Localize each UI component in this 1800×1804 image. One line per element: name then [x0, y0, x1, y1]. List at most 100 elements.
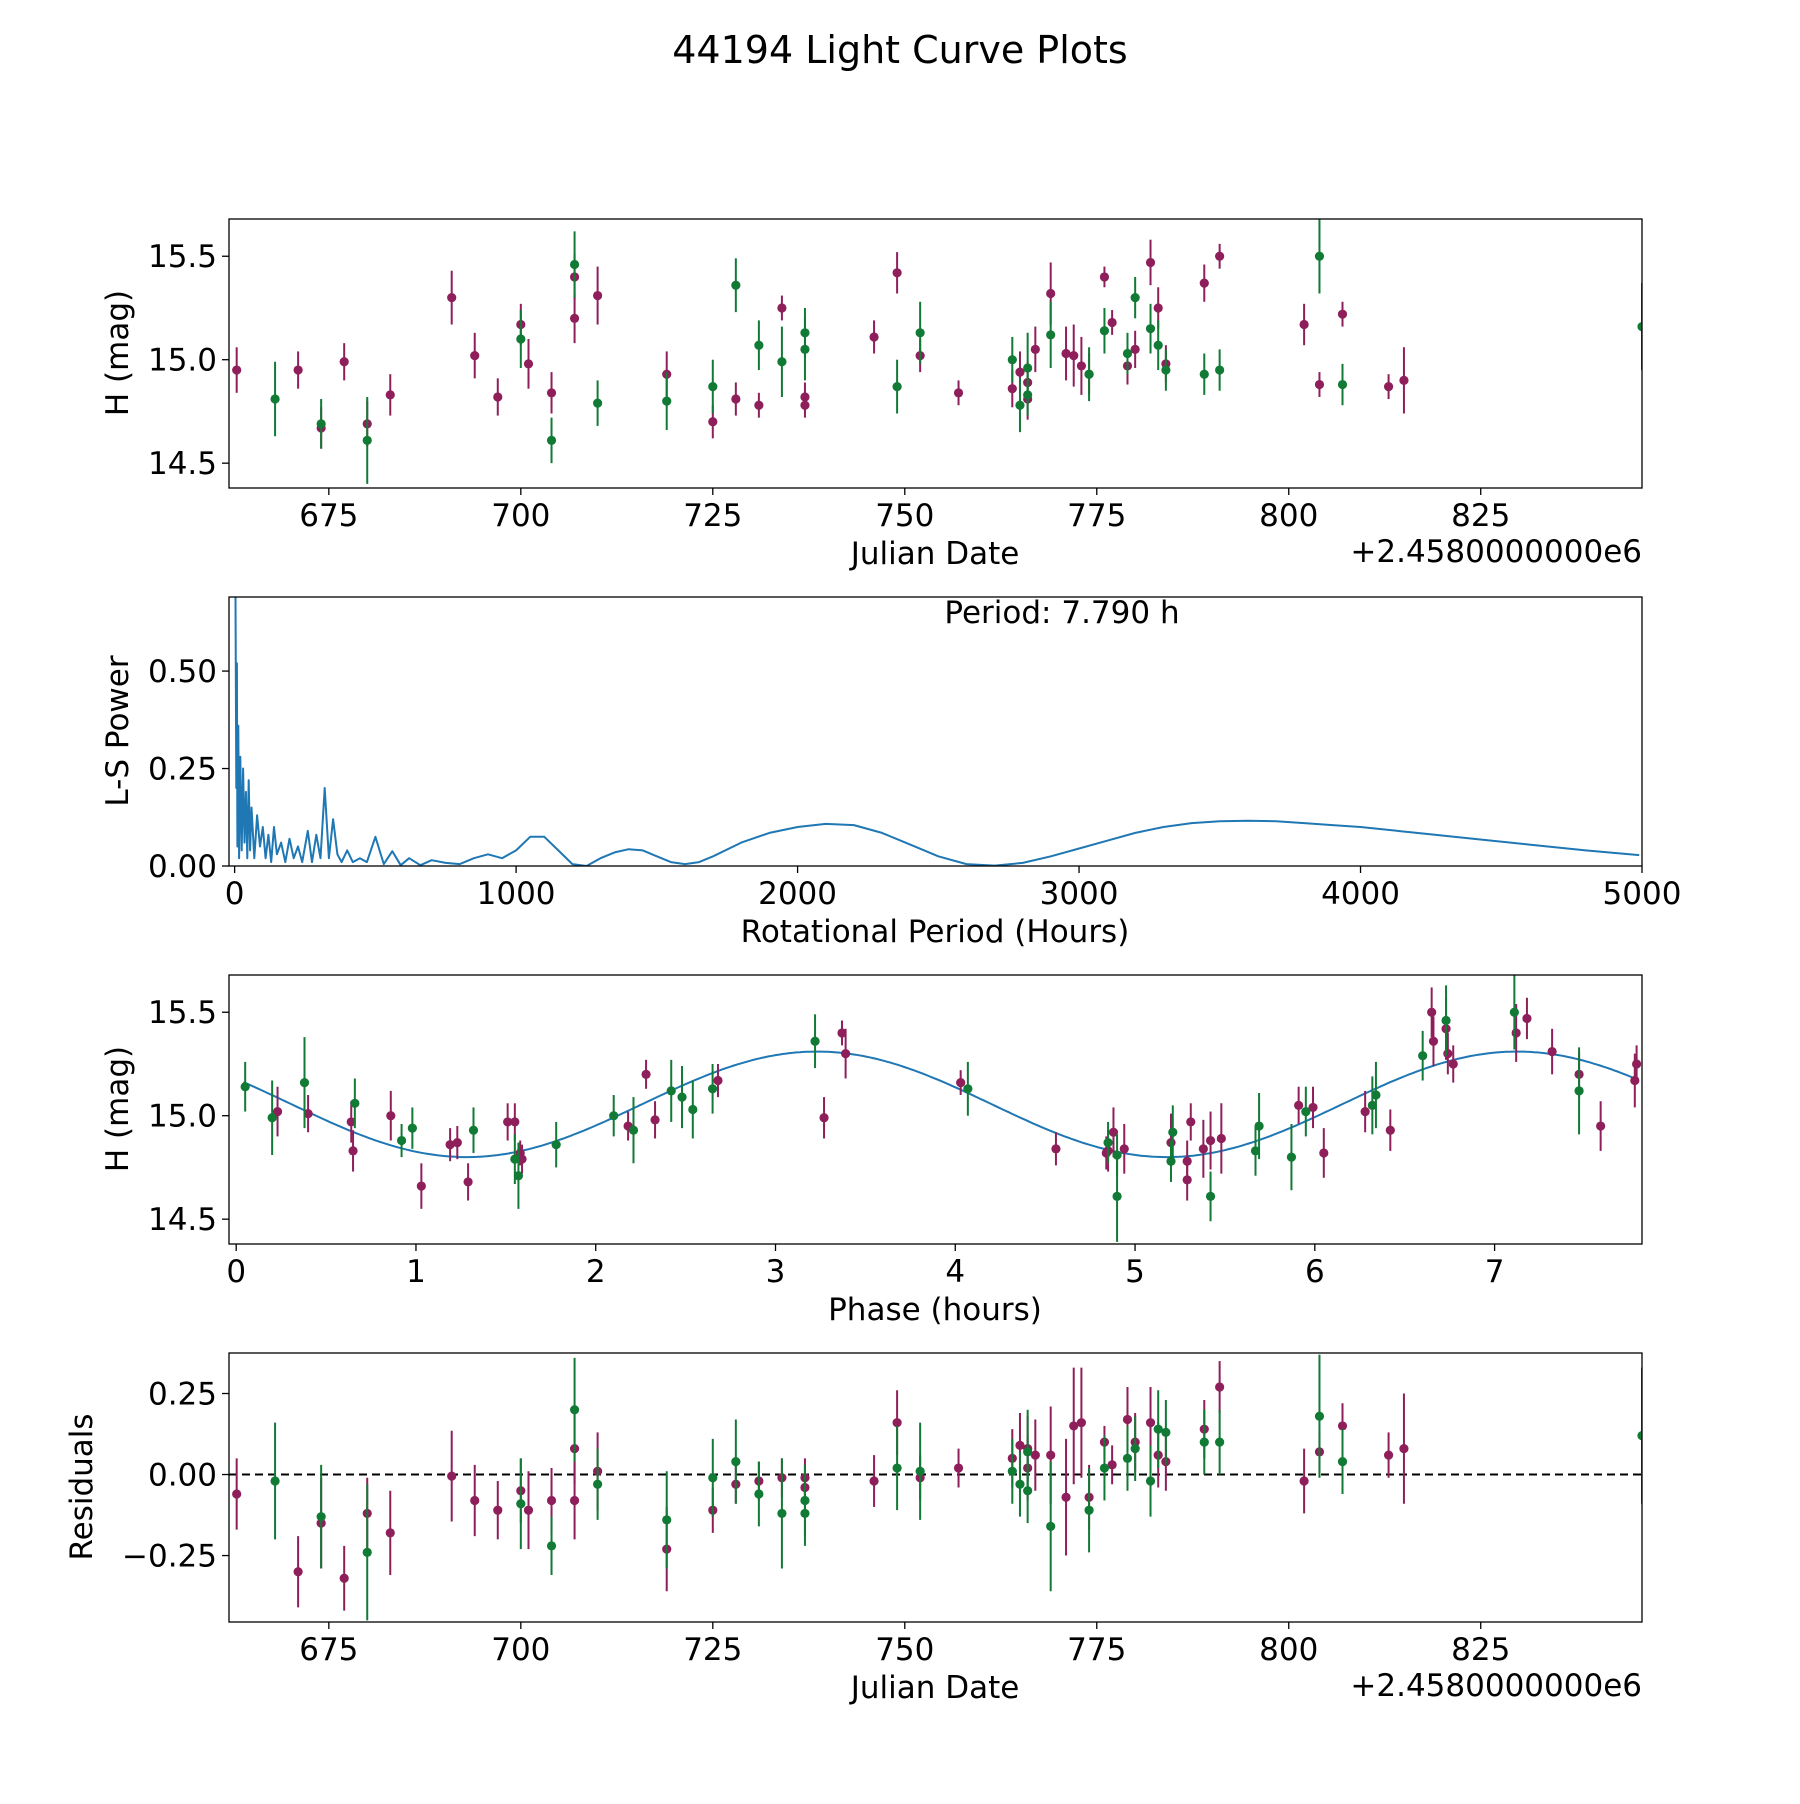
phase-curve-ytick-label: 15.5: [148, 995, 217, 1031]
residuals-ytick-label: 0.25: [148, 1377, 217, 1413]
periodogram-xtick-label: 5000: [1603, 876, 1682, 912]
phase-curve-xtick-label: 4: [945, 1254, 965, 1290]
phase-curve-data-point: [452, 1138, 462, 1148]
phase-curve-data-point: [1418, 1051, 1428, 1061]
residuals-data-point: [1061, 1492, 1071, 1502]
light-curve-data-point: [1161, 365, 1171, 375]
light-curve-data-point: [1122, 348, 1133, 359]
light-curve-data-point: [892, 382, 902, 392]
phase-curve-data-point: [416, 1181, 426, 1191]
phase-curve-data-point: [510, 1154, 520, 1164]
residuals-offset-label: +2.4580000000e6: [1350, 1668, 1642, 1704]
light-curve-data-point: [1153, 340, 1163, 350]
phase-curve-data-point: [396, 1135, 407, 1146]
phase-curve-model-curve: [243, 1050, 1636, 1159]
residuals-data-point: [523, 1505, 534, 1515]
phase-curve-data-point: [299, 1078, 310, 1088]
phase-curve-data-point: [463, 1177, 473, 1187]
light-curve-data-point: [800, 344, 810, 354]
residuals-data-point: [915, 1466, 925, 1476]
light-curve-data-point: [493, 392, 503, 402]
residuals-data-point: [1145, 1418, 1156, 1428]
phase-curve-xtick-label: 5: [1125, 1254, 1145, 1290]
residuals-data-point: [362, 1547, 372, 1557]
phase-curve-data-point: [272, 1106, 283, 1117]
light-curve-data-point: [800, 400, 810, 410]
residuals-xtick-label: 775: [1067, 1632, 1126, 1668]
phase-curve-data-point: [1103, 1138, 1113, 1148]
residuals-data-point: [1199, 1437, 1209, 1447]
light-curve-data-point: [569, 313, 580, 323]
residuals-data-point: [1122, 1414, 1133, 1425]
phase-curve-data-point: [1216, 1133, 1226, 1144]
light-curve-data-point: [523, 359, 534, 369]
residuals-data-point: [1030, 1450, 1040, 1460]
light-curve-data-point: [447, 293, 457, 303]
phase-curve-data-point: [666, 1086, 676, 1096]
phase-curve-xtick-label: 7: [1485, 1254, 1505, 1290]
residuals-data-point: [662, 1515, 672, 1525]
light-curve-data-point: [593, 290, 603, 301]
light-curve-data-point: [869, 332, 879, 342]
light-curve-ytick-label: 15.5: [148, 239, 217, 275]
light-curve-data-point: [1215, 365, 1225, 375]
residuals-xtick-label: 675: [299, 1632, 358, 1668]
phase-curve-data-point: [1250, 1146, 1261, 1156]
light-curve-offset-label: +2.4580000000e6: [1350, 534, 1642, 570]
phase-curve-data-point: [841, 1049, 851, 1059]
phase-curve-data-point: [1427, 1007, 1437, 1017]
phase-curve-data-point: [1547, 1046, 1557, 1057]
light-curve-xtick-label: 700: [491, 498, 550, 534]
light-curve-data-point: [1199, 369, 1209, 379]
light-curve-data-point: [1061, 348, 1071, 359]
phase-curve-data-point: [267, 1113, 277, 1123]
residuals-xtick-label: 825: [1451, 1632, 1510, 1668]
phase-curve-data-point: [1448, 1059, 1458, 1069]
phase-curve-frame: [228, 974, 1643, 1245]
light-curve-data-point: [385, 390, 395, 400]
residuals-data-point: [869, 1476, 879, 1486]
phase-curve-data-point: [1301, 1106, 1311, 1117]
light-curve-data-point: [1145, 257, 1156, 268]
residuals-data-point: [569, 1495, 580, 1506]
phase-curve-data-point: [240, 1082, 250, 1092]
light-curve-data-point: [1153, 303, 1163, 313]
phase-curve-data-point: [1441, 1015, 1451, 1026]
phase-curve-data-point: [503, 1117, 513, 1127]
residuals-data-point: [1015, 1440, 1025, 1450]
phase-curve-data-point: [350, 1098, 360, 1108]
phase-curve-data-point: [707, 1084, 718, 1094]
light-curve-plot-area: [232, 219, 1642, 484]
periodogram-annotation: Period: 7.790 h: [944, 595, 1179, 631]
phase-curve-data-point: [551, 1140, 561, 1150]
light-curve-data-point: [1199, 278, 1209, 288]
residuals-data-point: [546, 1495, 557, 1506]
residuals-ylabel: Residuals: [64, 1413, 100, 1560]
residuals-data-point: [1161, 1427, 1171, 1438]
light-curve-xtick-label: 750: [875, 498, 934, 534]
phase-curve-marks: [240, 975, 1642, 1242]
light-curve-data-point: [1383, 382, 1394, 392]
phase-curve-data-point: [510, 1117, 520, 1127]
periodogram-xtick-label: 4000: [1321, 876, 1400, 912]
light-curve-data-point: [662, 396, 672, 406]
phase-curve-xtick-label: 2: [586, 1254, 606, 1290]
residuals-data-point: [1299, 1476, 1309, 1486]
residuals-data-point: [516, 1499, 526, 1509]
light-curve-data-point: [546, 388, 557, 398]
light-curve-data-point: [1299, 319, 1309, 330]
phase-curve-data-point: [1630, 1075, 1640, 1086]
periodogram-plot-area: [234, 597, 1640, 866]
panel-light-curve: 675 700 725 750 775 800 825 14.5 15.0 15.5 Julian…: [100, 218, 1643, 572]
residuals-data-point: [1145, 1476, 1156, 1486]
residuals-data-point: [293, 1567, 303, 1577]
periodogram-xlabel: Rotational Period (Hours): [741, 914, 1130, 950]
phase-curve-data-point: [1294, 1100, 1304, 1110]
phase-curve-data-point: [1205, 1191, 1216, 1202]
residuals-data-point: [1007, 1466, 1017, 1476]
phase-curve-data-point: [468, 1125, 479, 1135]
periodogram-xtick-label: 3000: [1040, 876, 1119, 912]
residuals-data-point: [1023, 1486, 1033, 1496]
residuals-data-point: [1383, 1450, 1394, 1460]
residuals-data-point: [1023, 1447, 1033, 1457]
